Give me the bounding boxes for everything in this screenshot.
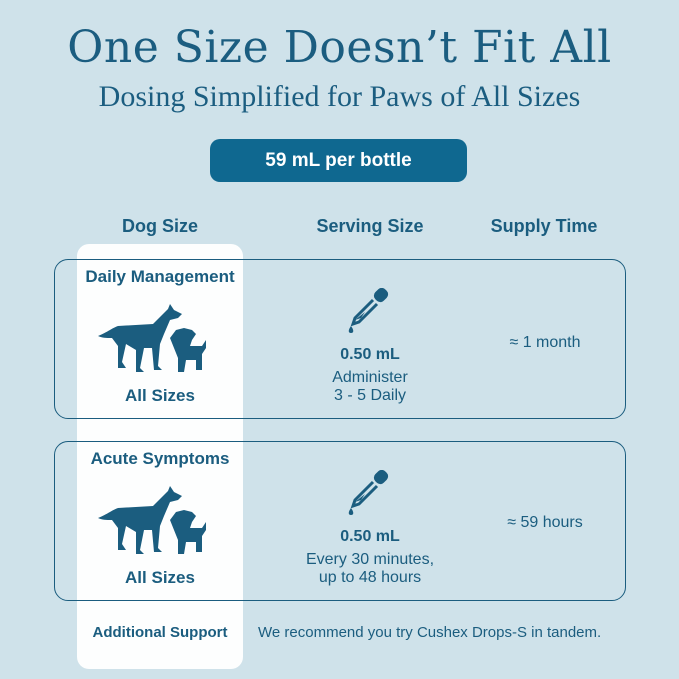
row-instruction-line2: up to 48 hours <box>318 569 422 586</box>
row-supply-time: ≈ 59 hours <box>507 514 583 531</box>
row-card-daily <box>54 259 626 419</box>
dogs-icon <box>98 304 206 372</box>
row-instruction-line1: Every 30 minutes, <box>305 551 435 568</box>
header-serving-size: Serving Size <box>316 216 424 236</box>
header-supply-time: Supply Time <box>490 216 598 236</box>
additional-support-label: Additional Support <box>92 624 228 641</box>
row-instruction-line2: 3 - 5 Daily <box>333 387 407 404</box>
dog-size-column-highlight <box>77 244 243 669</box>
row-instruction-line1: Administer <box>332 369 408 386</box>
bottle-volume-badge: 59 mL per bottle <box>210 139 467 182</box>
row-dog-size: All Sizes <box>125 568 195 587</box>
row-category: Daily Management <box>85 267 235 286</box>
row-dose: 0.50 mL <box>340 346 400 363</box>
header-dog-size: Dog Size <box>121 216 198 236</box>
dropper-icon <box>348 288 389 333</box>
row-category: Acute Symptoms <box>90 449 230 468</box>
page-subtitle: Dosing Simplified for Paws of All Sizes <box>98 80 581 113</box>
dropper-icon <box>348 470 389 515</box>
row-dog-size: All Sizes <box>125 386 195 405</box>
additional-support-text: We recommend you try Cushex Drops-S in t… <box>258 624 602 641</box>
row-card-acute <box>54 441 626 601</box>
bottle-volume-label: 59 mL per bottle <box>265 149 412 171</box>
row-dose: 0.50 mL <box>340 528 400 545</box>
dogs-icon <box>98 486 206 554</box>
row-supply-time: ≈ 1 month <box>509 334 581 351</box>
page-title: One Size Doesn’t Fit All <box>67 22 612 73</box>
